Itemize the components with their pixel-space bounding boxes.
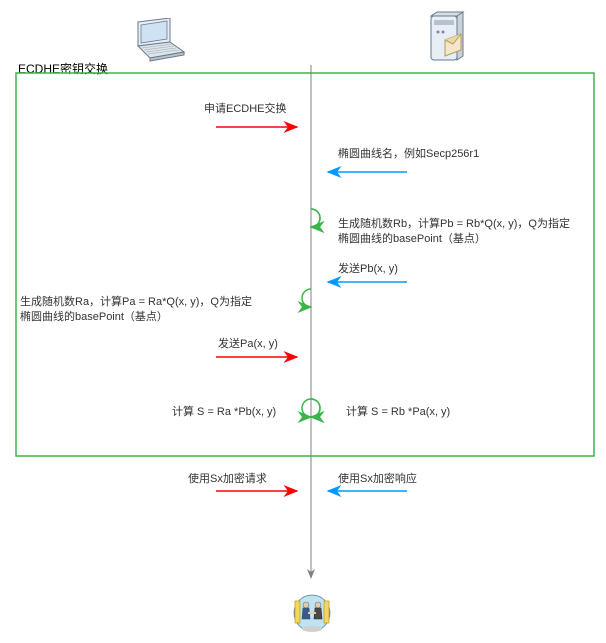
server-icon	[425, 10, 469, 65]
label-request-ecdhe: 申请ECDHE交换	[204, 100, 287, 116]
label-gen-rb-2: 椭圆曲线的basePoint（基点）	[338, 230, 486, 246]
handshake-icon	[293, 585, 331, 633]
label-calc-s-right: 计算 S = Rb *Pa(x, y)	[346, 403, 450, 419]
label-send-pa: 发送Pa(x, y)	[218, 335, 278, 351]
label-send-pb: 发送Pb(x, y)	[338, 260, 398, 276]
diagram-canvas: ECDHE密钥交换 申请ECDHE交换 椭圆曲线名，例如Secp256r1 生成…	[0, 0, 606, 643]
label-enc-response: 使用Sx加密响应	[338, 470, 417, 486]
label-gen-ra-1: 生成随机数Ra，计算Pa = Ra*Q(x, y)，Q为指定	[20, 293, 252, 309]
diagram-title: ECDHE密钥交换	[18, 60, 108, 77]
label-enc-request: 使用Sx加密请求	[188, 470, 267, 486]
label-gen-ra-2: 椭圆曲线的basePoint（基点）	[20, 308, 168, 324]
label-curve-name: 椭圆曲线名，例如Secp256r1	[338, 145, 479, 161]
label-gen-rb-1: 生成随机数Rb，计算Pb = Rb*Q(x, y)，Q为指定	[338, 215, 570, 231]
laptop-icon	[128, 18, 188, 62]
label-calc-s-left: 计算 S = Ra *Pb(x, y)	[172, 403, 276, 419]
